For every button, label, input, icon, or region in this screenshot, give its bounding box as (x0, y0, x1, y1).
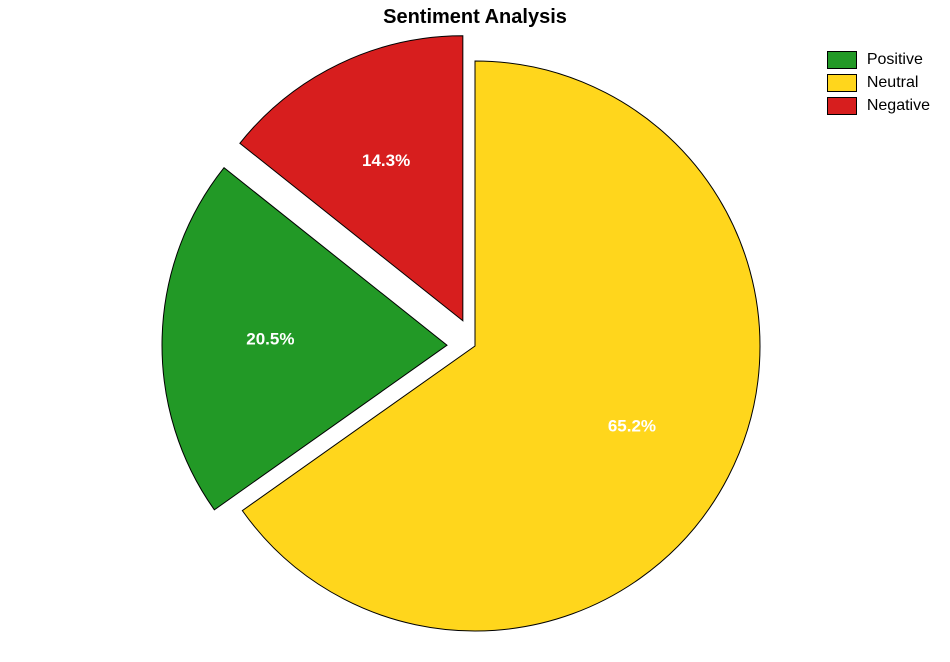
pie-svg: 65.2% 20.5% 14.3% (0, 0, 950, 662)
legend-label-negative: Negative (867, 97, 930, 115)
legend-item-positive: Positive (827, 48, 930, 71)
legend-swatch-positive (827, 51, 857, 69)
legend-item-neutral: Neutral (827, 71, 930, 94)
legend-swatch-negative (827, 97, 857, 115)
legend-label-positive: Positive (867, 51, 923, 69)
legend-item-negative: Negative (827, 94, 930, 117)
slice-label-neutral: 65.2% (608, 417, 656, 436)
slice-label-positive: 20.5% (246, 330, 294, 349)
legend-label-neutral: Neutral (867, 74, 919, 92)
slice-label-negative: 14.3% (362, 151, 410, 170)
sentiment-pie-chart: Sentiment Analysis 65.2%20.5%14.3% Posit… (0, 0, 950, 662)
legend: Positive Neutral Negative (827, 48, 930, 117)
legend-swatch-neutral (827, 74, 857, 92)
